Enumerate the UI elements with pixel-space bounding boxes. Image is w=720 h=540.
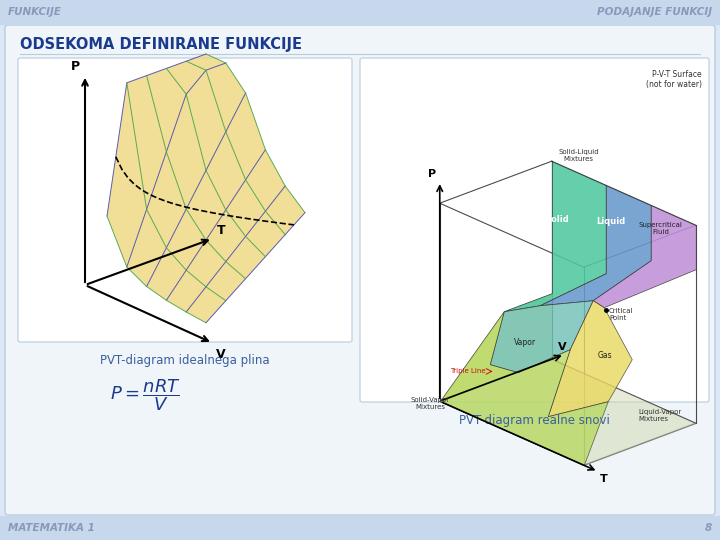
Text: 8: 8 bbox=[705, 523, 712, 533]
Text: Supercritical
Fluid: Supercritical Fluid bbox=[639, 222, 683, 235]
Text: Triple Line: Triple Line bbox=[450, 368, 485, 374]
Text: MATEMATIKA 1: MATEMATIKA 1 bbox=[8, 523, 95, 533]
Text: V: V bbox=[558, 342, 567, 353]
Text: $P = \dfrac{nRT}{V}$: $P = \dfrac{nRT}{V}$ bbox=[110, 377, 181, 413]
FancyBboxPatch shape bbox=[360, 58, 709, 402]
Text: Liquid-Vapor
Mixtures: Liquid-Vapor Mixtures bbox=[639, 409, 682, 422]
Text: PVT-diagram idealnega plina: PVT-diagram idealnega plina bbox=[100, 354, 270, 367]
Text: Solid: Solid bbox=[545, 215, 569, 224]
FancyBboxPatch shape bbox=[5, 25, 715, 515]
Text: V: V bbox=[215, 348, 225, 361]
Text: P: P bbox=[71, 60, 80, 73]
Text: PVT-diagram realne snovi: PVT-diagram realne snovi bbox=[459, 414, 610, 427]
Text: P: P bbox=[428, 169, 436, 179]
Text: Solid-Liquid
Mixtures: Solid-Liquid Mixtures bbox=[559, 148, 599, 161]
Text: T: T bbox=[600, 474, 608, 484]
Text: PODAJANJE FUNKCIJ: PODAJANJE FUNKCIJ bbox=[597, 7, 712, 17]
Text: T: T bbox=[217, 224, 225, 237]
FancyBboxPatch shape bbox=[18, 58, 352, 342]
Text: Vapor: Vapor bbox=[513, 338, 536, 347]
Text: P-V-T Surface
(not for water): P-V-T Surface (not for water) bbox=[646, 70, 702, 90]
Bar bbox=[0, 0, 720, 24]
Text: Solid-Vapor
Mixtures: Solid-Vapor Mixtures bbox=[410, 397, 449, 410]
Text: Gas: Gas bbox=[598, 351, 612, 360]
Bar bbox=[0, 516, 720, 540]
Text: Liquid: Liquid bbox=[596, 217, 626, 226]
Text: ODSEKOMA DEFINIRANE FUNKCIJE: ODSEKOMA DEFINIRANE FUNKCIJE bbox=[20, 37, 302, 51]
Text: FUNKCIJE: FUNKCIJE bbox=[8, 7, 62, 17]
Text: Critical
Point: Critical Point bbox=[609, 308, 634, 321]
